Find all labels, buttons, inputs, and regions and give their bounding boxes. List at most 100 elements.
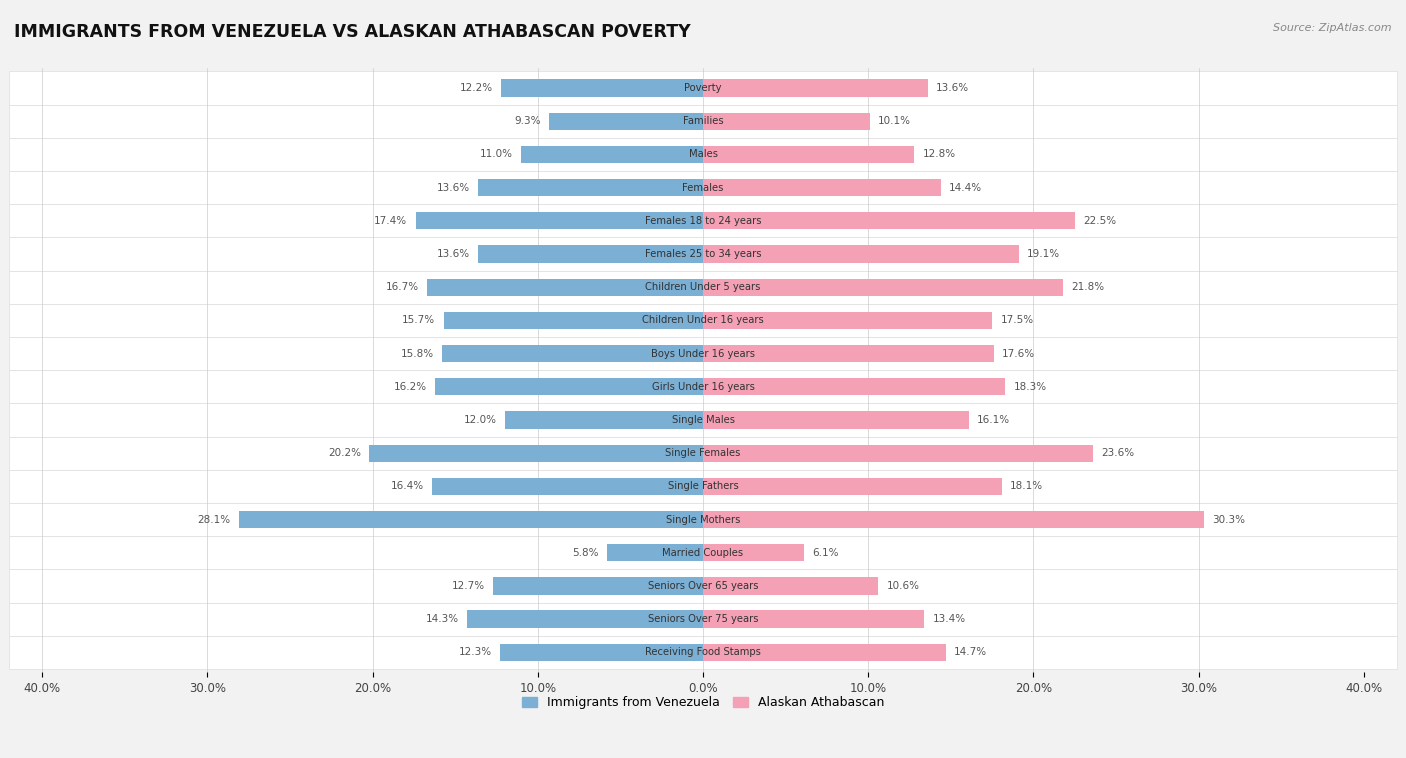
Text: 16.7%: 16.7% <box>385 282 419 292</box>
Bar <box>10 636 1396 669</box>
Text: Receiving Food Stamps: Receiving Food Stamps <box>645 647 761 657</box>
Bar <box>703 412 969 428</box>
Text: 12.8%: 12.8% <box>922 149 956 159</box>
Bar <box>10 304 1396 337</box>
Text: Seniors Over 65 years: Seniors Over 65 years <box>648 581 758 591</box>
Text: 12.0%: 12.0% <box>464 415 496 425</box>
Text: Females 25 to 34 years: Females 25 to 34 years <box>645 249 761 259</box>
Bar <box>10 470 1396 503</box>
Text: Children Under 5 years: Children Under 5 years <box>645 282 761 292</box>
Text: 10.1%: 10.1% <box>879 116 911 126</box>
Bar <box>10 569 1396 603</box>
Text: 13.6%: 13.6% <box>437 249 470 259</box>
Bar <box>441 345 703 362</box>
Text: 14.4%: 14.4% <box>949 183 983 193</box>
Text: 16.1%: 16.1% <box>977 415 1011 425</box>
Bar <box>522 146 703 163</box>
Text: 17.5%: 17.5% <box>1000 315 1033 325</box>
Bar <box>703 544 804 562</box>
Text: Source: ZipAtlas.com: Source: ZipAtlas.com <box>1274 23 1392 33</box>
Bar <box>494 578 703 594</box>
Bar <box>10 403 1396 437</box>
Text: 12.3%: 12.3% <box>458 647 492 657</box>
Bar <box>10 271 1396 304</box>
Text: 14.7%: 14.7% <box>955 647 987 657</box>
Bar <box>703 644 946 661</box>
Text: 10.6%: 10.6% <box>886 581 920 591</box>
Text: 9.3%: 9.3% <box>515 116 541 126</box>
Bar <box>703 478 1002 495</box>
Text: Boys Under 16 years: Boys Under 16 years <box>651 349 755 359</box>
Text: 14.3%: 14.3% <box>426 614 458 624</box>
Bar <box>370 444 703 462</box>
Bar <box>550 112 703 130</box>
Bar <box>703 246 1018 262</box>
Text: IMMIGRANTS FROM VENEZUELA VS ALASKAN ATHABASCAN POVERTY: IMMIGRANTS FROM VENEZUELA VS ALASKAN ATH… <box>14 23 690 41</box>
Text: 23.6%: 23.6% <box>1101 448 1135 458</box>
Bar <box>10 105 1396 138</box>
Bar <box>10 536 1396 569</box>
Text: Families: Families <box>683 116 723 126</box>
Bar <box>703 345 994 362</box>
Bar <box>703 610 924 628</box>
Text: Single Females: Single Females <box>665 448 741 458</box>
Bar <box>436 378 703 396</box>
Bar <box>478 179 703 196</box>
Bar <box>427 278 703 296</box>
Bar <box>432 478 703 495</box>
Bar <box>10 171 1396 204</box>
Text: 17.6%: 17.6% <box>1002 349 1035 359</box>
Bar <box>10 71 1396 105</box>
Text: 15.8%: 15.8% <box>401 349 433 359</box>
Text: 17.4%: 17.4% <box>374 216 408 226</box>
Bar <box>444 312 703 329</box>
Text: 30.3%: 30.3% <box>1212 515 1244 525</box>
Text: 5.8%: 5.8% <box>572 548 599 558</box>
Bar <box>703 378 1005 396</box>
Bar <box>607 544 703 562</box>
Text: 13.6%: 13.6% <box>437 183 470 193</box>
Text: 15.7%: 15.7% <box>402 315 436 325</box>
Text: 12.2%: 12.2% <box>460 83 494 93</box>
Bar <box>703 312 993 329</box>
Bar <box>505 412 703 428</box>
Text: Girls Under 16 years: Girls Under 16 years <box>651 382 755 392</box>
Bar <box>10 437 1396 470</box>
Bar <box>703 146 914 163</box>
Bar <box>703 511 1204 528</box>
Bar <box>10 138 1396 171</box>
Bar <box>467 610 703 628</box>
Text: 12.7%: 12.7% <box>451 581 485 591</box>
Bar <box>478 246 703 262</box>
Bar <box>10 204 1396 237</box>
Bar <box>703 112 870 130</box>
Bar <box>502 80 703 96</box>
Bar <box>10 337 1396 370</box>
Bar <box>10 237 1396 271</box>
Text: 18.1%: 18.1% <box>1011 481 1043 491</box>
Bar <box>703 578 879 594</box>
Text: Poverty: Poverty <box>685 83 721 93</box>
Text: Married Couples: Married Couples <box>662 548 744 558</box>
Text: 6.1%: 6.1% <box>813 548 838 558</box>
Text: 21.8%: 21.8% <box>1071 282 1105 292</box>
Bar <box>703 80 928 96</box>
Bar <box>10 503 1396 536</box>
Text: Single Fathers: Single Fathers <box>668 481 738 491</box>
Text: 18.3%: 18.3% <box>1014 382 1046 392</box>
Text: 11.0%: 11.0% <box>479 149 513 159</box>
Text: Females: Females <box>682 183 724 193</box>
Text: 22.5%: 22.5% <box>1083 216 1116 226</box>
Text: 13.6%: 13.6% <box>936 83 969 93</box>
Text: 19.1%: 19.1% <box>1026 249 1060 259</box>
Bar <box>703 278 1063 296</box>
Text: Single Mothers: Single Mothers <box>666 515 740 525</box>
Text: 16.4%: 16.4% <box>391 481 423 491</box>
Bar <box>10 603 1396 636</box>
Legend: Immigrants from Venezuela, Alaskan Athabascan: Immigrants from Venezuela, Alaskan Athab… <box>517 691 889 714</box>
Text: Males: Males <box>689 149 717 159</box>
Bar <box>239 511 703 528</box>
Bar <box>703 444 1092 462</box>
Bar <box>499 644 703 661</box>
Bar <box>703 212 1074 230</box>
